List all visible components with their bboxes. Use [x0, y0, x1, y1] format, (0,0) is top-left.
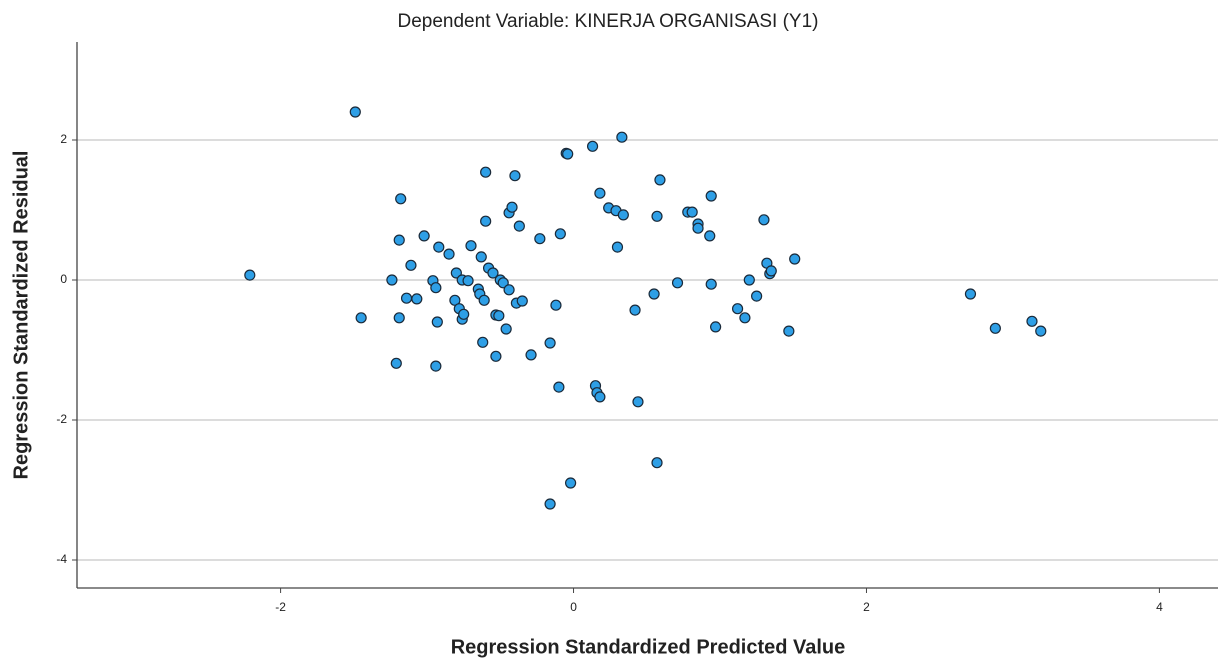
point — [686, 206, 698, 218]
point — [651, 210, 663, 222]
point — [390, 357, 402, 369]
point — [671, 277, 684, 289]
point — [503, 284, 515, 296]
point — [386, 274, 398, 286]
point — [765, 265, 777, 277]
point — [562, 148, 574, 160]
point — [544, 498, 556, 510]
point — [705, 190, 717, 202]
y-axis-title: Regression Standardized Residual — [10, 151, 32, 480]
point — [705, 278, 717, 290]
point — [475, 251, 487, 263]
y-tick-label: -2 — [56, 412, 67, 426]
point — [586, 140, 599, 152]
y-tick-label: 2 — [60, 132, 67, 146]
point — [477, 336, 489, 348]
point — [544, 337, 556, 349]
point — [964, 288, 977, 300]
chart-title: Dependent Variable: KINERJA ORGANISASI (… — [398, 11, 819, 32]
point — [443, 248, 455, 260]
point — [629, 304, 641, 316]
point — [731, 303, 744, 315]
point — [493, 310, 505, 322]
y-tick-label: -4 — [56, 552, 67, 566]
point — [355, 312, 367, 324]
point — [616, 131, 628, 143]
point — [450, 267, 462, 279]
x-axis-title: Regression Standardized Predicted Value — [451, 636, 846, 658]
point — [487, 267, 499, 279]
point — [418, 230, 430, 242]
point — [431, 316, 443, 328]
point — [565, 477, 577, 489]
point — [349, 106, 361, 118]
point — [411, 293, 423, 305]
y-tick-label: 0 — [60, 272, 67, 286]
point — [500, 323, 512, 335]
point — [651, 457, 663, 469]
point — [783, 325, 795, 337]
point — [534, 233, 546, 245]
point — [480, 215, 492, 227]
point — [751, 290, 763, 302]
point — [465, 240, 477, 252]
point — [458, 308, 470, 320]
point — [480, 166, 492, 178]
point — [509, 170, 521, 182]
point — [516, 295, 528, 307]
point — [393, 312, 405, 324]
point — [554, 228, 566, 240]
point — [632, 396, 644, 408]
point — [692, 222, 704, 234]
point — [550, 299, 562, 311]
point — [497, 277, 509, 289]
point — [1026, 315, 1038, 327]
point — [244, 269, 256, 281]
point — [405, 259, 417, 271]
point — [611, 241, 624, 253]
point — [1035, 325, 1047, 337]
point — [594, 187, 606, 199]
point — [743, 274, 755, 286]
point — [594, 391, 606, 403]
point — [430, 282, 442, 294]
point — [710, 321, 722, 333]
point — [989, 322, 1001, 334]
point — [525, 349, 537, 361]
x-tick-label: -2 — [275, 600, 286, 614]
point — [393, 234, 405, 246]
point — [462, 275, 474, 287]
point — [478, 294, 490, 306]
point — [648, 288, 660, 300]
point — [758, 214, 770, 226]
point — [704, 230, 716, 242]
point — [506, 201, 518, 213]
x-tick-label: 4 — [1156, 600, 1163, 614]
point — [395, 193, 407, 205]
point — [433, 241, 445, 253]
point — [553, 381, 565, 393]
point — [400, 292, 413, 304]
point — [513, 220, 525, 232]
point — [739, 312, 751, 324]
point — [490, 350, 502, 362]
point — [617, 209, 629, 221]
point — [430, 360, 442, 372]
x-tick-label: 2 — [863, 600, 870, 614]
point — [654, 174, 666, 186]
point — [789, 253, 801, 265]
x-tick-label: 0 — [570, 600, 577, 614]
